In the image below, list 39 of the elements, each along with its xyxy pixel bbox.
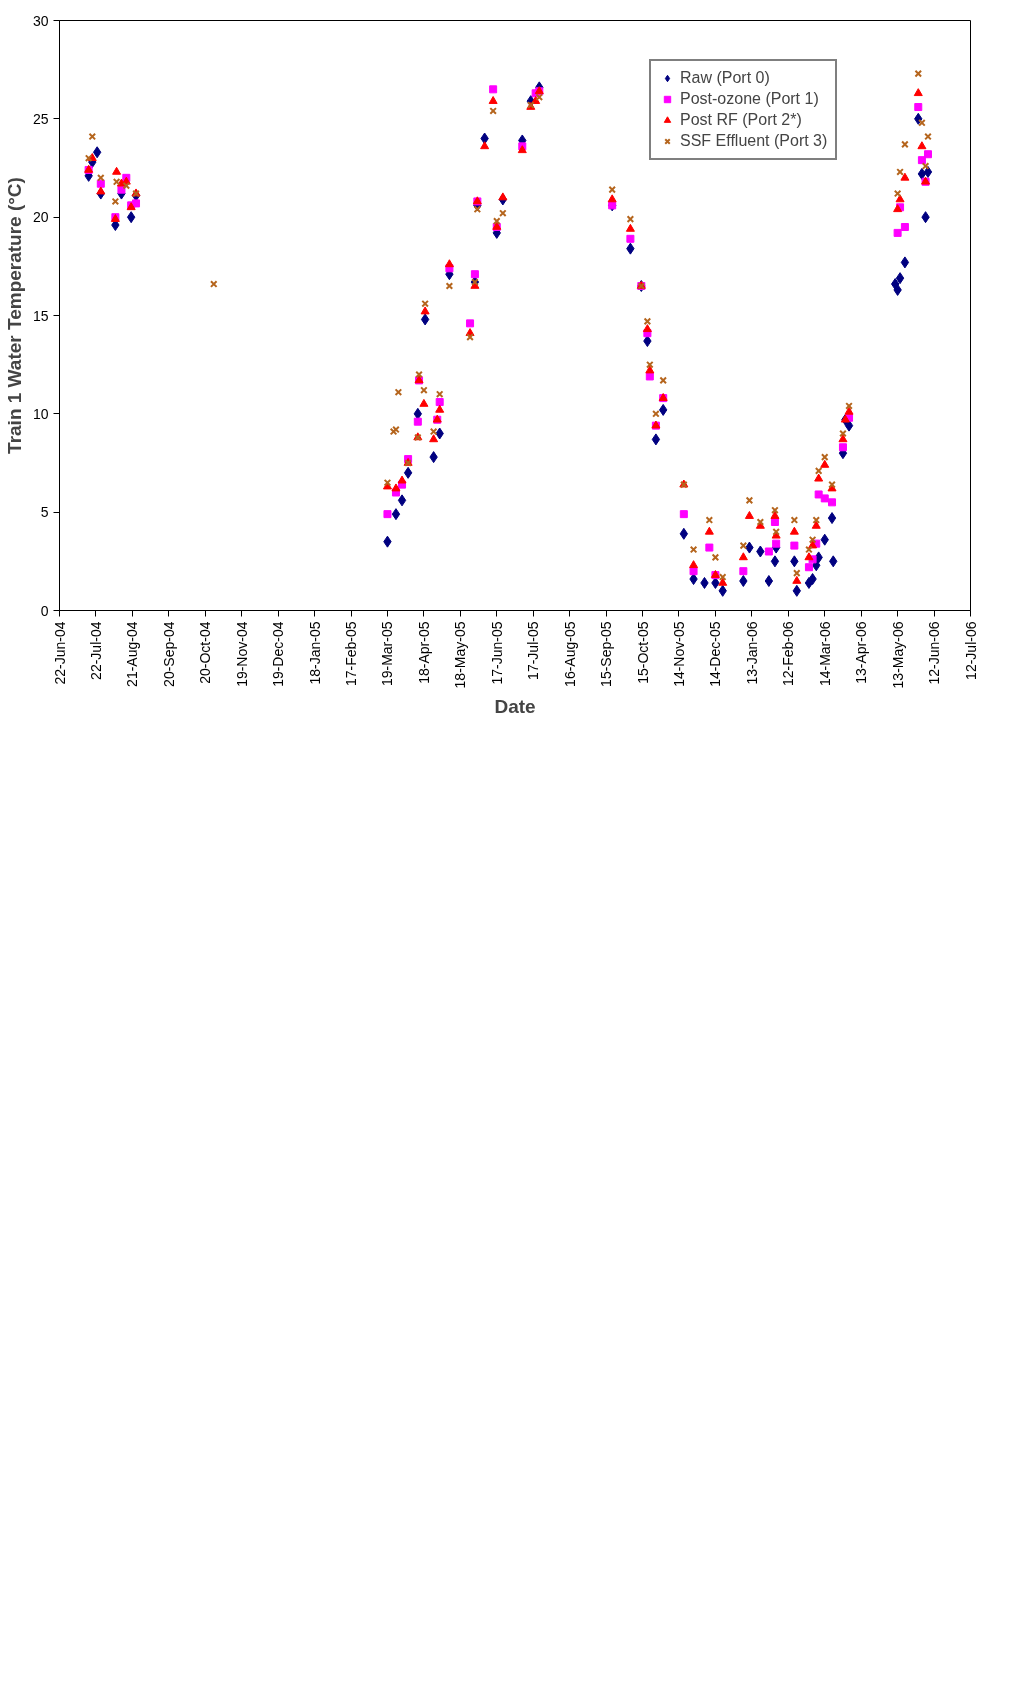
x-tick-label: 12-Feb-06: [780, 621, 797, 687]
x-tick-label: 19-Nov-04: [233, 621, 250, 687]
x-tick-label: 17-Feb-05: [343, 621, 360, 687]
x-tick-label: 14-Mar-06: [816, 621, 833, 687]
x-tick-label: 14-Nov-05: [670, 621, 687, 687]
legend-label: Post RF (Port 2*): [680, 111, 802, 129]
y-axis-title: Train 1 Water Temperature (°C): [3, 177, 25, 454]
x-tick-label: 20-Oct-04: [197, 621, 214, 684]
y-tick-label: 0: [40, 602, 49, 619]
x-tick-label: 22-Jul-04: [87, 621, 104, 680]
x-tick-label: 17-Jul-05: [525, 621, 542, 680]
x-tick-label: 15-Oct-05: [634, 621, 651, 684]
y-tick-label: 5: [40, 504, 49, 521]
x-tick-label: 19-Dec-04: [270, 621, 287, 687]
y-tick-label: 30: [32, 12, 49, 29]
x-tick-label: 16-Aug-05: [561, 621, 578, 687]
legend-label: SSF Effluent (Port 3): [680, 132, 828, 150]
x-tick-label: 18-May-05: [452, 621, 469, 689]
x-tick-label: 21-Aug-04: [124, 621, 141, 687]
x-tick-label: 13-Jan-06: [743, 621, 760, 685]
x-tick-label: 15-Sep-05: [598, 621, 615, 687]
y-tick-label: 10: [32, 405, 49, 422]
x-axis-title: Date: [494, 696, 536, 718]
x-tick-label: 17-Jun-05: [488, 621, 505, 685]
x-tick-label: 12-Jul-06: [962, 621, 979, 680]
x-tick-label: 13-Apr-06: [853, 621, 870, 684]
x-tick-label: 18-Jan-05: [306, 621, 323, 685]
x-tick-label: 20-Sep-04: [160, 621, 177, 687]
x-tick-label: 13-May-06: [889, 621, 906, 689]
y-tick-label: 20: [32, 209, 49, 226]
y-tick-label: 15: [32, 307, 49, 324]
x-tick-label: 14-Dec-05: [707, 621, 724, 687]
x-tick-label: 22-Jun-04: [51, 621, 68, 685]
x-tick-label: 12-Jun-06: [926, 621, 943, 685]
legend-label: Raw (Port 0): [680, 69, 770, 87]
y-tick-label: 25: [32, 110, 49, 127]
x-tick-label: 18-Apr-05: [415, 621, 432, 684]
legend-label: Post-ozone (Port 1): [680, 90, 819, 108]
x-tick-label: 19-Mar-05: [379, 621, 396, 687]
